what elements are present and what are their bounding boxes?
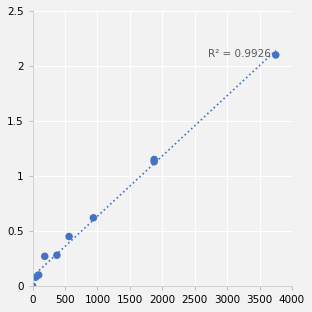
Point <box>66 234 71 239</box>
Point <box>152 159 157 164</box>
Point <box>273 52 278 57</box>
Point <box>54 253 59 258</box>
Point <box>33 275 38 280</box>
Point <box>91 215 96 220</box>
Text: R² = 0.9926: R² = 0.9926 <box>208 49 271 59</box>
Point <box>42 254 47 259</box>
Point <box>152 157 157 162</box>
Point <box>36 272 41 277</box>
Point <box>30 284 35 289</box>
